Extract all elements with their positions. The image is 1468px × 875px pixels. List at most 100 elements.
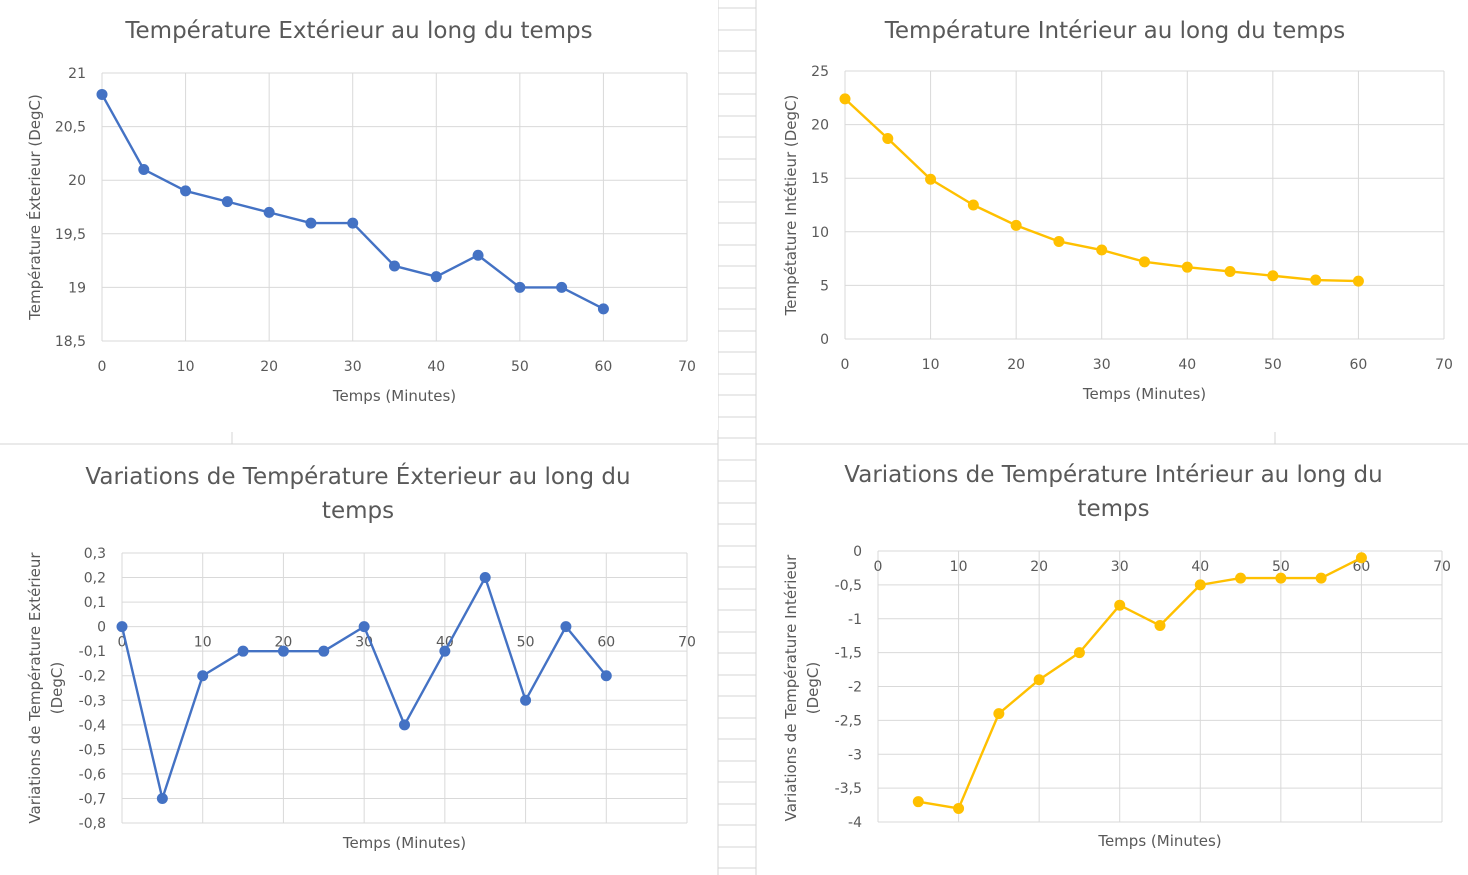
data-point <box>116 621 128 633</box>
data-point <box>197 670 209 682</box>
x-tick-label: 30 <box>344 359 362 375</box>
x-tick-label: 0 <box>98 359 107 375</box>
data-point <box>1315 572 1327 584</box>
data-point <box>925 173 937 185</box>
data-point <box>1275 572 1287 584</box>
data-point <box>1010 219 1022 231</box>
y-tick-label: -2,5 <box>835 713 862 729</box>
data-point <box>277 645 289 657</box>
y-axis-label: Température Éxterieur (DegC) <box>25 94 44 321</box>
data-point <box>1033 674 1045 686</box>
x-tick-label: 10 <box>922 357 940 373</box>
data-point <box>472 249 484 261</box>
chart-interior-temperature: 0 5 10 15 20 25 0 10 20 30 40 50 60 70 Temps (Minutes)… <box>782 64 1453 403</box>
y-axis-label-line: Variations de Température Intérieur <box>782 554 800 822</box>
x-tick-label: 50 <box>1272 559 1290 575</box>
data-point <box>347 217 359 229</box>
x-tick-label: 60 <box>1353 559 1371 575</box>
x-tick-label: 0 <box>118 635 127 651</box>
y-tick-label: -0,5 <box>835 578 862 594</box>
data-point <box>237 645 249 657</box>
data-point <box>1355 552 1367 564</box>
data-point <box>358 621 370 633</box>
y-tick-label: -0,8 <box>79 816 106 832</box>
x-tick-label: 20 <box>1007 357 1025 373</box>
x-axis-label: Temps (Minutes) <box>342 834 466 852</box>
data-point <box>556 281 568 293</box>
data-point <box>439 645 451 657</box>
chart-title: Variations de Température Éxterieur au l… <box>85 464 631 524</box>
y-tick-label: 18,5 <box>55 334 86 350</box>
data-point <box>263 206 275 218</box>
y-tick-label: -4 <box>848 815 862 831</box>
chart-panel-interior-variation[interactable]: Variations de Température Intérieur au l… <box>758 446 1468 875</box>
x-tick-label: 20 <box>1030 559 1048 575</box>
data-point <box>180 185 192 197</box>
data-point <box>1235 572 1247 584</box>
data-point <box>912 796 924 808</box>
x-tick-label: 50 <box>1264 357 1282 373</box>
y-tick-label: 5 <box>820 278 829 294</box>
chart-exterior-variation: -0,8 -0,7 -0,6 -0,5 -0,4 -0,3 -0,2 -0,1 0 0,1 0,2 0… <box>26 546 696 852</box>
x-tick-label: 60 <box>597 635 615 651</box>
data-point <box>1114 599 1126 611</box>
x-tick-label: 60 <box>595 359 613 375</box>
chart-title: Température Extérieur au long du temps <box>125 18 593 44</box>
x-tick-label: 30 <box>1111 559 1129 575</box>
data-point <box>520 694 532 706</box>
y-tick-label: 10 <box>811 225 829 241</box>
x-tick-label: 20 <box>275 635 293 651</box>
x-tick-label: 40 <box>1178 357 1196 373</box>
data-point <box>96 88 108 100</box>
data-point <box>1181 261 1193 273</box>
chart-panel-exterior-variation[interactable]: Variations de Température Éxterieur au l… <box>0 446 716 875</box>
y-axis-label: Tempétature Intétieur (DegC) <box>782 95 800 317</box>
y-axis-label: Variations de Température Intérieur (DegC… <box>782 554 822 822</box>
y-axis-label-line: (DegC) <box>48 662 66 714</box>
x-tick-label: 70 <box>1435 357 1453 373</box>
data-point <box>138 163 150 175</box>
data-point <box>305 217 317 229</box>
data-point <box>953 802 965 814</box>
y-tick-label: 0,3 <box>84 546 106 562</box>
y-tick-label: 0 <box>853 544 862 560</box>
data-point <box>1224 265 1236 277</box>
x-tick-label: 40 <box>427 359 445 375</box>
data-point <box>479 572 491 584</box>
x-tick-label: 70 <box>678 359 696 375</box>
data-point <box>1096 244 1108 256</box>
y-tick-label: -0,5 <box>79 742 106 758</box>
y-tick-label: -2 <box>848 680 862 696</box>
data-point <box>1053 235 1065 247</box>
data-point <box>993 708 1005 720</box>
data-point <box>430 271 442 283</box>
chart-title: Variations de Température Intérieur au l… <box>844 462 1383 522</box>
series-line <box>918 556 1362 810</box>
data-point <box>597 303 609 315</box>
chart-panel-exterior-temperature[interactable]: Température Extérieur au long du temps 1… <box>0 0 718 430</box>
x-axis-label: Temps (Minutes) <box>1082 385 1206 403</box>
data-point <box>389 260 400 272</box>
chart-title: Température Intérieur au long du temps <box>884 18 1346 44</box>
data-point <box>1154 620 1166 632</box>
y-tick-label: 21 <box>68 66 86 82</box>
y-tick-label: -0,1 <box>79 644 106 660</box>
x-tick-label: 0 <box>841 357 850 373</box>
data-point <box>560 621 572 633</box>
y-axis-label-line: Variations de Température Extérieur <box>26 552 44 824</box>
y-tick-label: 0,2 <box>84 571 106 587</box>
x-tick-label: 10 <box>194 635 212 651</box>
x-tick-label: 10 <box>177 359 195 375</box>
data-point <box>399 719 410 731</box>
y-tick-label: -0,4 <box>79 718 106 734</box>
chart-interior-variation: -4 -3,5 -3 -2,5 -2 -1,5 -1 -0,5 00 10 20 30 40 50 60 70… <box>782 544 1451 850</box>
chart-panel-interior-temperature[interactable]: Température Intérieur au long du temps 0… <box>758 0 1468 430</box>
data-point <box>318 645 330 657</box>
x-tick-label: 60 <box>1350 357 1368 373</box>
x-tick-label: 40 <box>436 635 454 651</box>
y-tick-label: -0,6 <box>79 767 106 783</box>
y-tick-label: -3,5 <box>835 781 862 797</box>
y-tick-label: -1,5 <box>835 646 862 662</box>
data-point <box>967 199 979 211</box>
data-point <box>600 670 612 682</box>
